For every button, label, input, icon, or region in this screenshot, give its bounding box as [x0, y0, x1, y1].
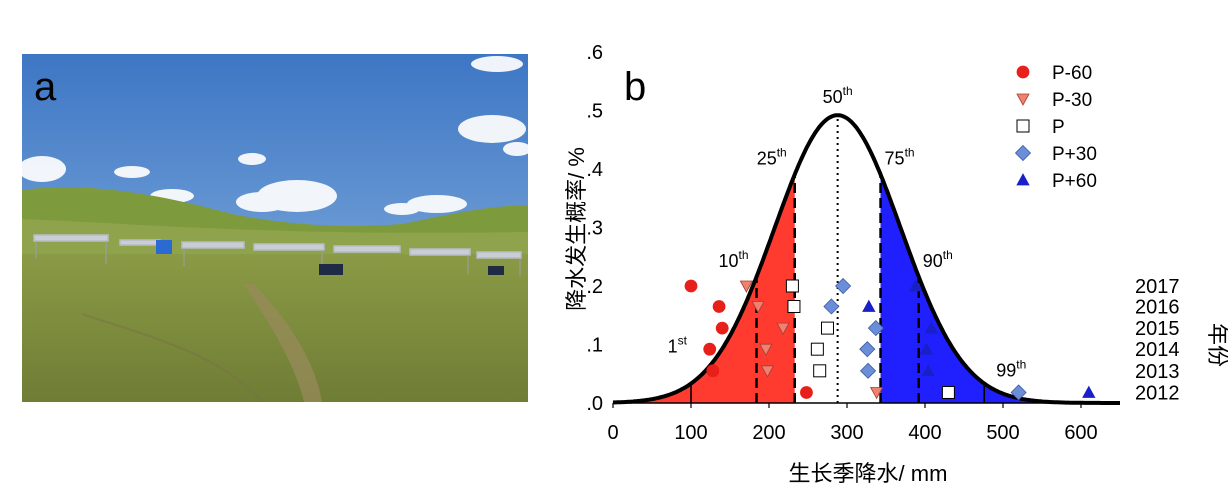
- y-tick-label: .3: [586, 218, 603, 240]
- y-tick-label: .5: [586, 101, 603, 123]
- tail-shading: [613, 174, 1120, 403]
- x-tick-label: 100: [674, 422, 707, 444]
- point-P+30: [867, 320, 884, 337]
- point-P-30: [759, 343, 773, 357]
- year-tick-label: 2016: [1135, 296, 1180, 318]
- tail-shade-1: [880, 174, 1120, 403]
- point-P-60: [703, 342, 717, 356]
- axes: 0 100 200 300 400 500 600.0.1.2.3.4.5.62017201…: [586, 42, 1179, 444]
- point-P+30: [859, 341, 876, 358]
- point-P-60: [706, 364, 720, 378]
- point-P-60: [800, 386, 813, 399]
- point-P+60: [924, 321, 938, 334]
- point-P: [810, 342, 824, 356]
- y-tick-label: .2: [586, 276, 603, 298]
- point-P: [785, 279, 799, 293]
- legend-label-P+30: P+30: [1052, 144, 1097, 165]
- percentile-label-90: 90th: [923, 248, 953, 271]
- panel-labels: a b: [34, 65, 646, 109]
- legend-label-P+60: P+60: [1052, 171, 1097, 192]
- x-tick-label: 400: [908, 422, 941, 444]
- point-P+60: [862, 299, 876, 312]
- point-P+60: [919, 342, 934, 355]
- percentile-label-10: 10th: [718, 248, 748, 271]
- data-points: [684, 277, 1096, 401]
- point-P-30: [751, 301, 765, 314]
- point-P-60: [715, 321, 729, 335]
- point-P-60: [684, 279, 698, 293]
- point-P: [941, 385, 955, 399]
- point-P: [787, 299, 801, 313]
- point-P: [821, 321, 834, 335]
- year-tick-label: 2013: [1135, 361, 1180, 383]
- point-P+30: [859, 362, 877, 379]
- y-tick-label: .0: [586, 393, 603, 415]
- panel-b-label: b: [624, 65, 646, 109]
- legend-marker-P+30: [1014, 144, 1032, 162]
- y-axis-title: 降水发生概率/ %: [564, 147, 589, 311]
- legend-label-P-60: P-60: [1052, 63, 1092, 84]
- point-P+60: [1082, 385, 1096, 398]
- y-tick-label: .4: [586, 159, 603, 181]
- year-tick-label: 2015: [1135, 318, 1180, 340]
- percentile-label-50: 50th: [823, 84, 853, 107]
- percentile-label-75: 75th: [885, 145, 915, 168]
- point-P: [813, 364, 827, 378]
- year-tick-label: 2017: [1135, 276, 1180, 298]
- point-P-30: [760, 365, 775, 378]
- percentile-label-99: 99th: [996, 358, 1026, 381]
- legend: P-60 P-30 P P+30 P+60: [1014, 63, 1097, 192]
- x-tick-label: 300: [830, 422, 863, 444]
- x-tick-label: 600: [1064, 422, 1097, 444]
- point-P+60: [908, 279, 923, 292]
- year-tick-label: 2012: [1135, 382, 1180, 404]
- y-tick-label: .1: [586, 335, 603, 357]
- point-P-60: [712, 300, 726, 313]
- x-tick-label: 500: [986, 422, 1019, 444]
- legend-marker-P: [1016, 119, 1030, 133]
- x-tick-label: 200: [752, 422, 785, 444]
- legend-label-P: P: [1052, 117, 1065, 138]
- panel-a-label: a: [34, 65, 57, 109]
- y-tick-label: .6: [586, 42, 603, 64]
- percentile-label-25: 25th: [757, 145, 787, 168]
- right-axis-title: 年份: [1205, 323, 1228, 367]
- normal-distribution-curve: [612, 113, 1120, 405]
- percentile-label-1: 1st: [668, 334, 688, 357]
- axis-titles: 生长季降水/ mm 降水发生概率/ % 年份: [564, 147, 1228, 486]
- point-P+30: [1010, 384, 1027, 401]
- grassland-photo: [22, 54, 528, 402]
- point-P-30: [776, 322, 790, 335]
- point-P+30: [835, 277, 852, 295]
- year-tick-label: 2014: [1135, 339, 1180, 361]
- legend-label-P-30: P-30: [1052, 90, 1092, 111]
- point-P-30: [869, 387, 884, 400]
- x-axis-title: 生长季降水/ mm: [789, 461, 948, 486]
- point-P+60: [921, 363, 935, 377]
- legend-marker-P+60: [1016, 173, 1030, 186]
- legend-marker-P-30: [1016, 93, 1030, 106]
- tail-shade-0: [613, 174, 795, 403]
- point-P+30: [823, 298, 840, 315]
- x-tick-label: 0: [607, 422, 618, 444]
- legend-marker-P-60: [1016, 65, 1030, 79]
- point-P-30: [739, 280, 754, 293]
